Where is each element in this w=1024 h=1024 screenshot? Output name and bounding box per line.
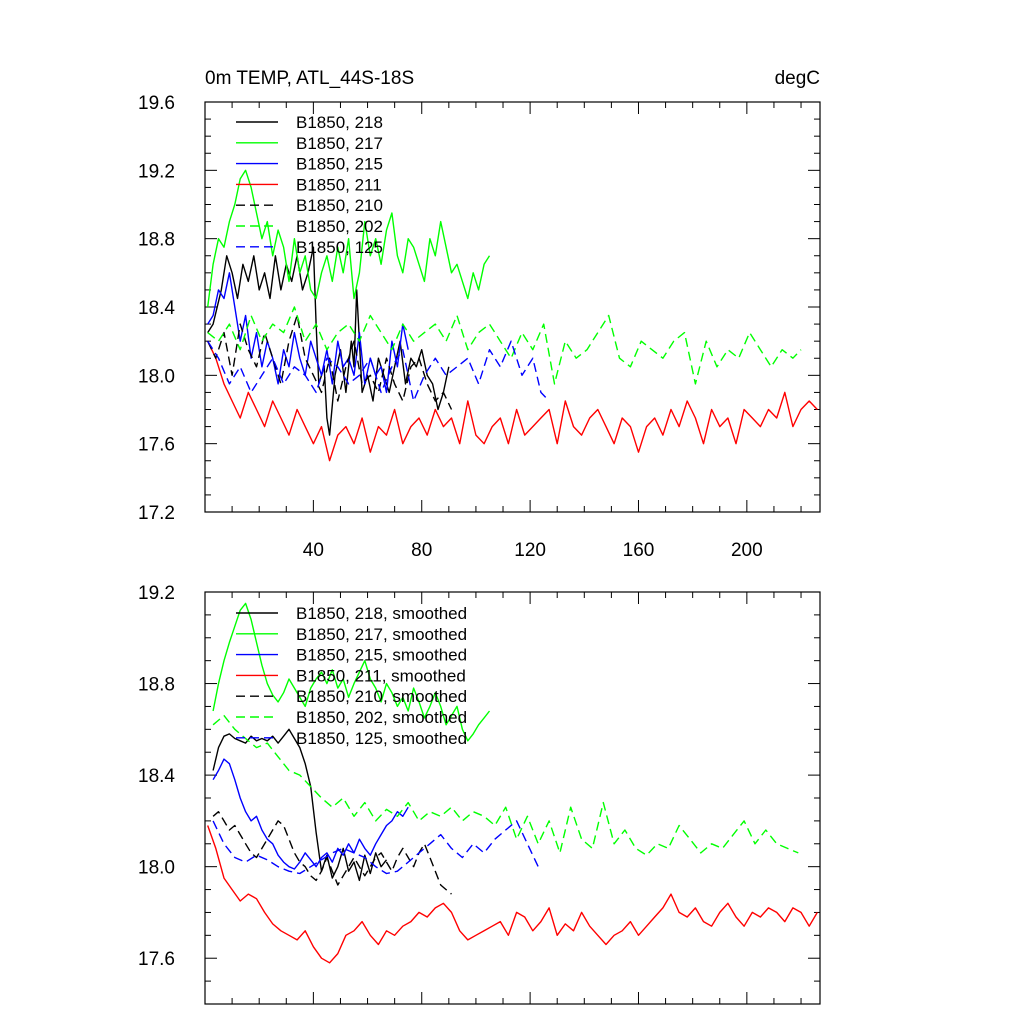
legend-label: B1850, 202, smoothed bbox=[296, 708, 467, 727]
x-tick-label: 200 bbox=[731, 540, 763, 561]
legend-label: B1850, 215 bbox=[296, 155, 383, 174]
bottom-axis-ticks: 19.2 18.8 18.4 18.0 17.6 bbox=[138, 583, 820, 1005]
legend-label: B1850, 125, smoothed bbox=[296, 729, 467, 748]
legend-label: B1850, 218, smoothed bbox=[296, 604, 467, 623]
series-line bbox=[207, 825, 818, 964]
units-label: degC bbox=[775, 68, 820, 89]
y-tick-label: 17.2 bbox=[138, 503, 175, 524]
series-line bbox=[207, 340, 550, 402]
bottom-legend: B1850, 218, smoothed B1850, 217, smoothed… bbox=[236, 604, 467, 748]
legend-label: B1850, 210 bbox=[296, 196, 383, 215]
legend-label: B1850, 210, smoothed bbox=[296, 687, 467, 706]
legend-label: B1850, 211, smoothed bbox=[296, 666, 466, 685]
series-line bbox=[212, 728, 388, 882]
series-line bbox=[212, 811, 452, 895]
legend-label: B1850, 125 bbox=[296, 238, 383, 257]
bottom-series-lines bbox=[207, 602, 818, 964]
y-tick-label: 18.4 bbox=[138, 766, 175, 787]
series-line bbox=[212, 602, 491, 742]
legend-label: B1850, 217 bbox=[296, 134, 383, 153]
top-series-lines bbox=[207, 169, 818, 462]
series-line bbox=[212, 820, 539, 875]
x-tick-label: 120 bbox=[514, 540, 546, 561]
series-line bbox=[207, 272, 409, 394]
legend-label: B1850, 211 bbox=[296, 175, 382, 194]
y-tick-label: 18.0 bbox=[138, 366, 175, 387]
y-tick-label: 18.0 bbox=[138, 858, 175, 879]
x-tick-label: 80 bbox=[411, 540, 432, 561]
legend-label: B1850, 215, smoothed bbox=[296, 646, 467, 665]
series-line bbox=[207, 169, 491, 308]
x-tick-label: 160 bbox=[623, 540, 655, 561]
bottom-panel: 19.2 18.8 18.4 18.0 17.6 B1850, 218, smoothe… bbox=[138, 583, 821, 1005]
y-tick-label: 18.4 bbox=[138, 298, 175, 319]
top-panel: 0m TEMP, ATL_44S-18S degC 19.6 19.2 18.8 18… bbox=[138, 68, 821, 561]
legend-label: B1850, 218 bbox=[296, 113, 383, 132]
y-tick-label: 17.6 bbox=[138, 949, 175, 970]
y-tick-label: 17.6 bbox=[138, 435, 175, 456]
series-line bbox=[207, 306, 802, 385]
x-tick-label: 40 bbox=[303, 540, 324, 561]
series-line bbox=[207, 314, 453, 410]
series-line bbox=[212, 714, 799, 856]
legend-label: B1850, 217, smoothed bbox=[296, 625, 467, 644]
top-axis-ticks: 19.6 19.2 18.8 18.4 18.0 17.6 17.2 40 80 120 160 20… bbox=[138, 93, 820, 561]
y-tick-label: 19.2 bbox=[138, 583, 175, 604]
series-line bbox=[207, 340, 818, 462]
y-tick-label: 19.2 bbox=[138, 161, 175, 182]
y-tick-label: 18.8 bbox=[138, 230, 175, 251]
series-line bbox=[212, 758, 409, 870]
legend-label: B1850, 202 bbox=[296, 217, 383, 236]
y-tick-label: 19.6 bbox=[138, 93, 175, 114]
y-tick-label: 18.8 bbox=[138, 675, 175, 696]
chart-title: 0m TEMP, ATL_44S-18S bbox=[205, 68, 414, 89]
series-line bbox=[207, 246, 450, 436]
